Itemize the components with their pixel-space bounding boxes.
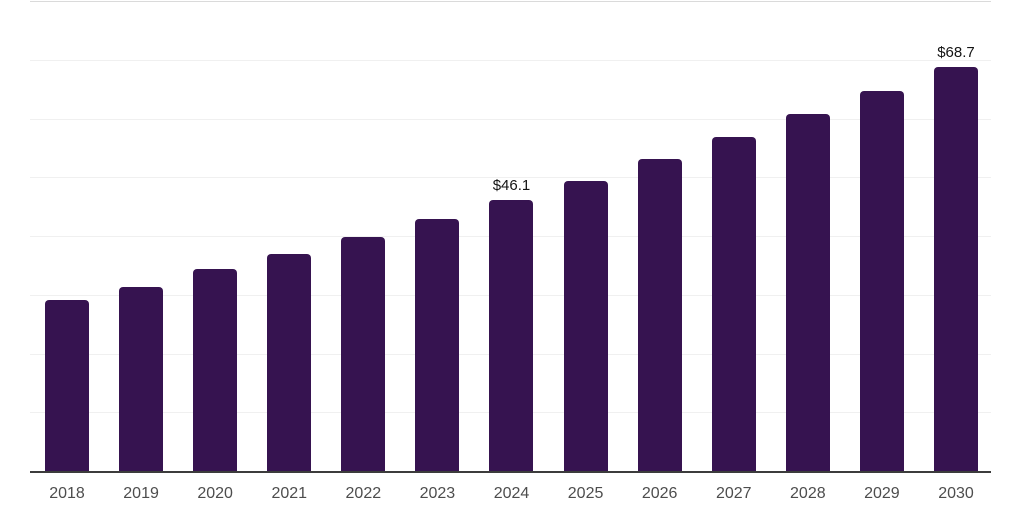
- bar-2022: [341, 237, 386, 471]
- gridline-80: [30, 1, 991, 2]
- x-tick-label-2021: 2021: [271, 485, 308, 502]
- x-tick-label-2020: 2020: [197, 485, 233, 502]
- bar-2024: [489, 200, 534, 471]
- plot-area: $46.1 $68.7: [30, 1, 991, 473]
- x-tick-label-2023: 2023: [419, 485, 456, 502]
- bar-2020: [193, 269, 238, 471]
- x-tick-label-2018: 2018: [49, 485, 85, 502]
- x-tick-label-2019: 2019: [123, 485, 159, 502]
- bar-2019: [119, 287, 164, 471]
- gridline-60: [30, 118, 991, 120]
- bar-2027: [711, 137, 756, 471]
- bar-2021: [267, 254, 312, 471]
- bar-2026: [637, 159, 682, 471]
- gridline-70: [30, 59, 991, 61]
- x-tick-label-2029: 2029: [864, 485, 900, 502]
- bar-2029: [859, 91, 904, 471]
- bar-value-label-2024: $46.1: [492, 177, 531, 194]
- x-tick-label-2028: 2028: [790, 485, 826, 502]
- bar-2018: [45, 300, 89, 471]
- bar-2025: [563, 181, 608, 471]
- x-tick-label-2025: 2025: [567, 485, 604, 502]
- x-tick-label-2022: 2022: [345, 485, 382, 502]
- bar-2023: [415, 219, 460, 471]
- bar-2028: [785, 114, 830, 471]
- x-tick-label-2026: 2026: [641, 485, 678, 502]
- gridline-50: [30, 177, 991, 179]
- bar-value-label-2030: $68.7: [937, 44, 975, 61]
- x-tick-label-2024: 2024: [493, 485, 530, 502]
- x-tick-label-2030: 2030: [938, 485, 974, 502]
- bar-2030: [933, 67, 978, 471]
- x-tick-label-2027: 2027: [715, 485, 752, 502]
